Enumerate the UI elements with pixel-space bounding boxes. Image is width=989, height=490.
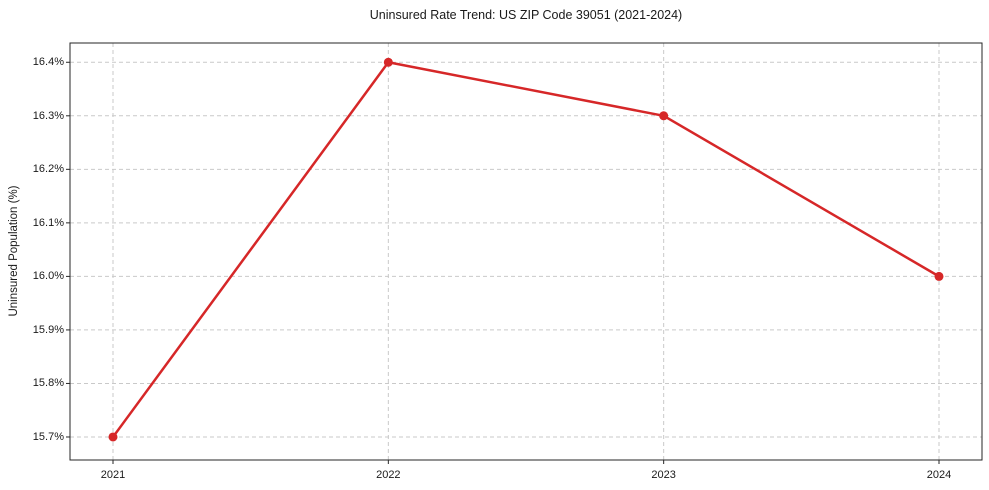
y-tick-label: 16.3% bbox=[32, 109, 64, 122]
y-tick-label: 15.9% bbox=[32, 323, 64, 336]
data-point-marker bbox=[934, 271, 944, 281]
x-tick-label: 2023 bbox=[651, 469, 676, 481]
data-point-marker bbox=[108, 432, 118, 442]
y-tick-label: 15.7% bbox=[32, 430, 64, 443]
x-tick-label: 2022 bbox=[376, 469, 401, 481]
x-tick-label: 2024 bbox=[926, 469, 952, 481]
x-tick-label: 2021 bbox=[100, 469, 126, 481]
data-point-marker bbox=[383, 57, 393, 67]
data-point-marker bbox=[659, 111, 669, 121]
plot-border bbox=[69, 42, 983, 461]
y-tick-label: 16.0% bbox=[32, 270, 64, 283]
y-tick-label: 16.4% bbox=[32, 56, 64, 69]
y-tick-label: 16.2% bbox=[32, 163, 64, 176]
y-tick-label: 15.8% bbox=[32, 377, 64, 390]
chart-title: Uninsured Rate Trend: US ZIP Code 39051 … bbox=[369, 8, 683, 22]
y-tick-label: 16.1% bbox=[32, 216, 64, 229]
trend-line bbox=[111, 61, 941, 439]
